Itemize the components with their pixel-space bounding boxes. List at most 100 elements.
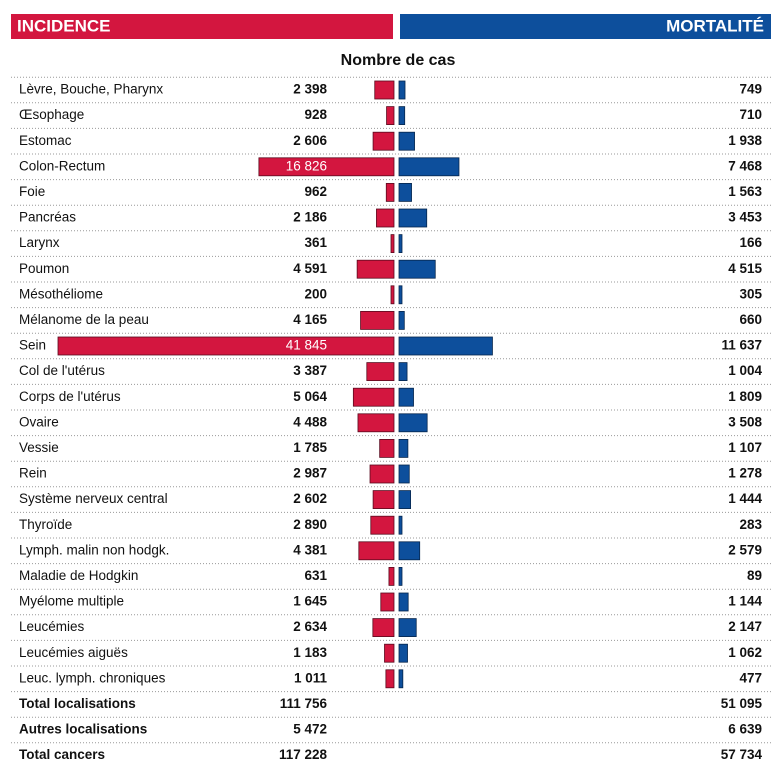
mortality-value: 1 107 (728, 440, 762, 455)
mortality-bar (398, 515, 403, 535)
category-label: Maladie de Hodgkin (19, 568, 138, 583)
mortality-bar (398, 669, 404, 689)
incidence-value: 41 845 (286, 338, 327, 353)
mortality-bar (398, 362, 408, 382)
category-label: Mésothéliome (19, 286, 103, 301)
incidence-value: 5 064 (293, 389, 327, 404)
category-label: Sein (19, 338, 46, 353)
category-label: Rein (19, 466, 47, 481)
incidence-bar (372, 490, 395, 510)
mortality-bar (398, 106, 406, 125)
mortality-value: 89 (747, 568, 762, 583)
incidence-value: 2 634 (293, 619, 327, 634)
incidence-header (11, 14, 393, 39)
total-label: Autres localisations (19, 722, 147, 737)
incidence-value: 4 488 (293, 414, 327, 429)
incidence-bar (385, 182, 395, 202)
mortality-bar (398, 464, 410, 484)
incidence-value: 4 591 (293, 261, 327, 276)
incidence-bar (376, 208, 395, 228)
incidence-value: 2 186 (293, 210, 327, 225)
incidence-bar (370, 515, 395, 535)
incidence-bar (374, 80, 395, 100)
mortality-value: 1 004 (728, 363, 762, 378)
category-label: Estomac (19, 133, 72, 148)
category-label: Leuc. lymph. chroniques (19, 670, 166, 685)
category-label: Système nerveux central (19, 491, 168, 506)
mortality-value: 660 (739, 312, 762, 327)
incidence-value: 2 987 (293, 466, 327, 481)
mortality-value: 11 637 (721, 338, 762, 353)
mortality-value: 3 508 (728, 414, 762, 429)
mortality-value: 1 278 (728, 466, 762, 481)
mortality-value: 1 144 (728, 594, 762, 609)
total-label: Total cancers (19, 747, 105, 762)
total-incidence: 117 228 (279, 747, 328, 762)
incidence-value: 2 398 (293, 82, 327, 97)
incidence-bar (390, 285, 395, 305)
mortality-value: 1 938 (728, 133, 762, 148)
category-label: Larynx (19, 235, 60, 250)
incidence-value: 1 183 (293, 645, 327, 660)
category-label: Col de l'utérus (19, 363, 105, 378)
incidence-bar (366, 362, 395, 382)
category-label: Lèvre, Bouche, Pharynx (19, 82, 163, 97)
incidence-value: 3 387 (293, 363, 327, 378)
incidence-bar (356, 259, 395, 279)
mortality-bar (398, 618, 417, 637)
incidence-bar (358, 541, 395, 561)
incidence-value: 928 (304, 107, 327, 122)
mortality-bar (398, 310, 405, 330)
incidence-bar (384, 643, 395, 663)
mortality-value: 477 (739, 670, 762, 685)
incidence-value: 361 (304, 235, 327, 250)
incidence-value: 4 381 (293, 542, 327, 557)
mortality-bar (398, 413, 428, 433)
mortality-value: 2 147 (728, 619, 762, 634)
mortality-bar (398, 438, 409, 458)
mortality-bar (398, 567, 403, 586)
mortality-value: 283 (739, 517, 762, 532)
mortality-bar (398, 541, 421, 561)
incidence-bar (357, 413, 395, 433)
chart-title: Nombre de cas (341, 52, 456, 69)
total-label: Total localisations (19, 696, 136, 711)
category-label: Colon-Rectum (19, 158, 105, 173)
incidence-value: 2 890 (293, 517, 327, 532)
mortality-bar (398, 157, 460, 177)
incidence-bar (352, 387, 395, 407)
incidence-value: 2 602 (293, 491, 327, 506)
category-label: Thyroïde (19, 517, 72, 532)
mortality-value: 710 (739, 107, 762, 122)
category-label: Myélome multiple (19, 594, 124, 609)
incidence-bar (379, 438, 395, 458)
mortality-bar (398, 182, 412, 202)
incidence-bar (386, 106, 395, 125)
incidence-bar (372, 618, 395, 637)
category-label: Vessie (19, 440, 59, 455)
incidence-value: 631 (304, 568, 327, 583)
mortality-bar (398, 490, 411, 510)
category-label: Mélanome de la peau (19, 312, 149, 327)
mortality-bar (398, 336, 493, 356)
incidence-value: 200 (304, 286, 327, 301)
mortality-value: 2 579 (728, 542, 762, 557)
total-incidence: 111 756 (280, 696, 328, 711)
mortality-value: 4 515 (728, 261, 762, 276)
incidence-value: 2 606 (293, 133, 327, 148)
total-mortality: 6 639 (728, 722, 762, 737)
mortality-value: 1 563 (728, 184, 762, 199)
category-label: Œsophage (19, 107, 84, 122)
total-mortality: 57 734 (721, 747, 763, 762)
mortality-value: 305 (739, 286, 762, 301)
incidence-title: INCIDENCE (17, 16, 111, 35)
category-label: Corps de l'utérus (19, 389, 121, 404)
mortality-value: 166 (739, 235, 762, 250)
incidence-value: 962 (304, 184, 327, 199)
total-incidence: 5 472 (293, 722, 327, 737)
incidence-bar (380, 592, 395, 612)
incidence-bar (369, 464, 395, 484)
mortality-bar (398, 285, 403, 305)
category-label: Poumon (19, 261, 69, 276)
